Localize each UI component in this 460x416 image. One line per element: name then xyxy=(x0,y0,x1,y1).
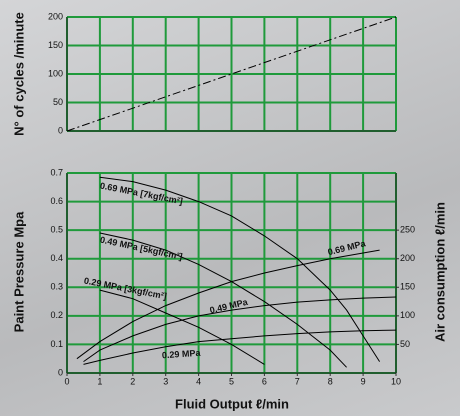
x-tick-label: 4 xyxy=(196,376,201,386)
y2-axis-title: Air consumption ℓ/min xyxy=(432,202,447,342)
series-label: 0.49 MPa [5kgf/cm²] xyxy=(99,234,183,261)
x-tick-label: 5 xyxy=(229,376,234,386)
y-tick-label: 0.5 xyxy=(50,225,63,235)
y-tick-label: 150 xyxy=(48,40,63,50)
series-line xyxy=(99,176,381,362)
y-tick-label: 0.7 xyxy=(50,167,63,177)
series-label: 0.69 MPa xyxy=(327,238,368,257)
x-tick-label: 1 xyxy=(97,376,102,386)
x-tick-label: 7 xyxy=(295,376,300,386)
series-label: 0.29 MPa xyxy=(162,348,202,361)
y2-tick-label: 250 xyxy=(400,225,415,235)
y2-tick-label: 200 xyxy=(400,253,415,263)
y-tick-label: 0 xyxy=(58,125,63,135)
y2-tick-label: 100 xyxy=(400,310,415,320)
x-tick-label: 2 xyxy=(130,376,135,386)
series-line xyxy=(83,296,397,363)
x-tick-label: 10 xyxy=(391,376,401,386)
y-tick-label: 0.1 xyxy=(50,339,63,349)
series-label: 0.49 MPa xyxy=(209,297,250,316)
x-tick-label: 6 xyxy=(262,376,267,386)
y-tick-label: 0.2 xyxy=(50,310,63,320)
x-tick-label: 0 xyxy=(64,376,69,386)
series-line xyxy=(66,16,397,132)
y-tick-label: 0 xyxy=(58,367,63,377)
y-tick-label: 200 xyxy=(48,11,63,21)
y-axis-title: N° of cycles /minute xyxy=(11,12,26,136)
y2-tick-label: 50 xyxy=(400,339,410,349)
x-axis-title: Fluid Output ℓ/min xyxy=(175,396,289,411)
x-tick-label: 9 xyxy=(361,376,366,386)
series-label: 0.29 MPa [3kgf/cm²] xyxy=(83,275,167,301)
y-tick-label: 0.3 xyxy=(50,282,63,292)
y-tick-label: 0.6 xyxy=(50,196,63,206)
series-line xyxy=(76,249,380,360)
x-tick-label: 8 xyxy=(328,376,333,386)
y-tick-label: 50 xyxy=(53,97,63,107)
y2-tick-label: 150 xyxy=(400,282,415,292)
series-line xyxy=(83,329,397,365)
x-tick-label: 3 xyxy=(163,376,168,386)
y-tick-label: 100 xyxy=(48,68,63,78)
y-tick-label: 0.4 xyxy=(50,253,63,263)
y-axis-title: Paint Pressure Mpa xyxy=(11,211,26,332)
